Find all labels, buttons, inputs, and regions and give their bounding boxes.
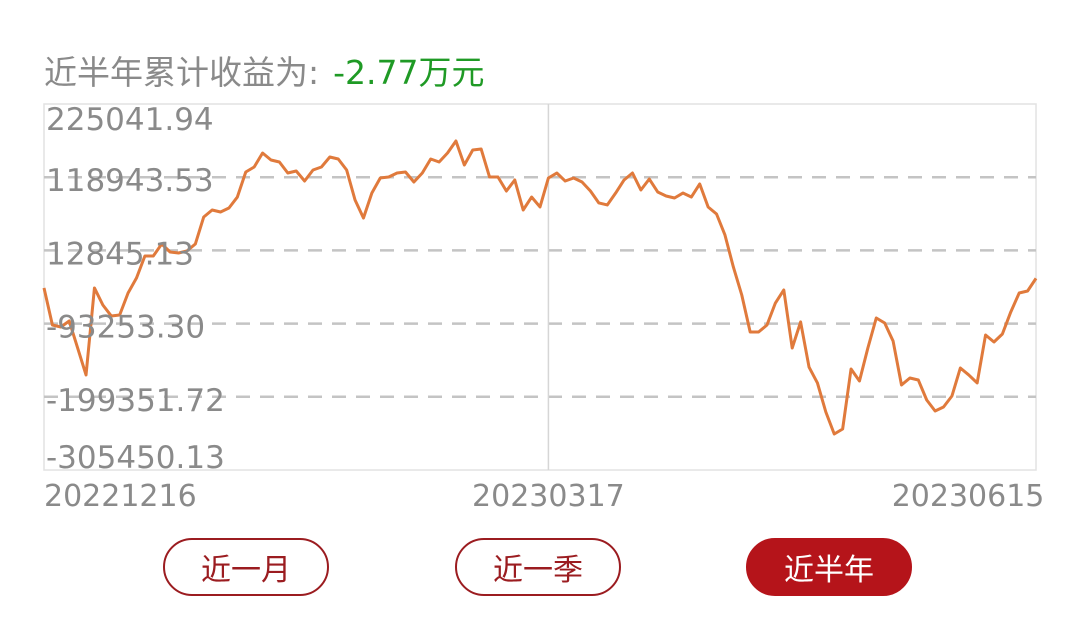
y-tick-label: -199351.72 xyxy=(46,383,225,419)
button-label: 近半年 xyxy=(784,553,874,588)
range-half-year-button[interactable]: 近半年 xyxy=(746,538,912,596)
range-1-month-button[interactable]: 近一月 xyxy=(163,538,329,596)
y-tick-label: -305450.13 xyxy=(46,440,225,476)
return-value: -2.77万元 xyxy=(333,53,485,92)
plot-frame xyxy=(43,103,1037,471)
y-tick-label: 225041.94 xyxy=(46,102,214,138)
y-tick-label: 118943.53 xyxy=(46,163,214,199)
range-1-quarter-button[interactable]: 近一季 xyxy=(455,538,621,596)
button-label: 近一季 xyxy=(493,553,583,588)
x-tick-label: 20230317 xyxy=(472,479,625,514)
x-tick-label: 20230615 xyxy=(892,479,1045,514)
x-tick-label: 20221216 xyxy=(44,479,197,514)
y-tick-label: -93253.30 xyxy=(46,310,205,346)
button-label: 近一月 xyxy=(201,553,291,588)
return-label: 近半年累计收益为: xyxy=(44,53,320,92)
y-tick-label: 12845.13 xyxy=(46,236,194,272)
cumulative-return-header: 近半年累计收益为: -2.77万元 xyxy=(44,46,485,94)
